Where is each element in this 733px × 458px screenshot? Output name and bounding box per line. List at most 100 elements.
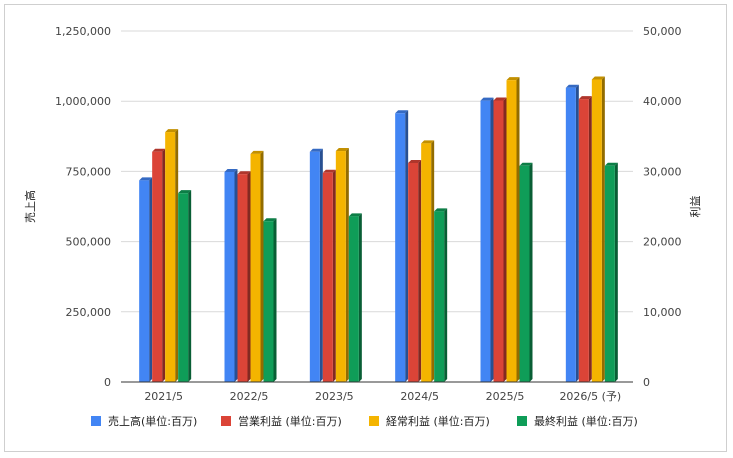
legend-swatch (369, 416, 379, 426)
bar (519, 162, 533, 382)
bar-top (421, 140, 435, 144)
bar-side (273, 218, 277, 382)
bar-side (188, 190, 192, 382)
bar-top (152, 148, 166, 152)
bar-front (263, 221, 274, 382)
bar (348, 213, 362, 382)
bar-side (601, 76, 605, 383)
bar (591, 76, 605, 383)
left-axis-title: 売上高 (23, 190, 37, 223)
bar-front (309, 151, 320, 382)
bar-side (444, 208, 448, 382)
bar-front (348, 216, 359, 382)
bar (250, 150, 264, 382)
bar-top (139, 177, 153, 181)
bar-side (234, 168, 238, 382)
x-tick-label: 2021/5 (144, 390, 183, 403)
bar-top (263, 218, 277, 222)
left-axis-ticks: 0 250,000 500,000 750,000 1,000,000 1,250,000 (55, 25, 111, 389)
legend-label: 営業利益 (単位:百万) (238, 414, 342, 428)
right-tick-label: 40,000 (643, 95, 682, 108)
bar-front (408, 162, 419, 382)
bar-top (604, 162, 618, 166)
bar-side (405, 110, 409, 382)
bar (434, 208, 448, 382)
x-tick-label: 2022/5 (230, 390, 269, 403)
bar-front (480, 100, 491, 382)
left-tick-label: 1,000,000 (55, 95, 111, 108)
gridlines (121, 30, 633, 313)
bar-side (260, 150, 264, 382)
bar (604, 162, 618, 382)
bar (565, 84, 579, 382)
x-tick-label: 2024/5 (400, 390, 439, 403)
left-tick-label: 250,000 (66, 306, 112, 319)
bar (178, 190, 192, 382)
bar-front (421, 143, 432, 382)
legend-item[interactable]: 経常利益 (単位:百万) (369, 414, 490, 428)
bar-front (565, 87, 576, 382)
x-axis-labels: 2021/5 2022/5 2023/5 2024/5 2025/5 2026/5 (予) (144, 390, 621, 403)
legend[interactable]: 売上高(単位:百万) 営業利益 (単位:百万) 経常利益 (単位:百万) 最終利益 (… (91, 414, 638, 428)
x-tick-label: 2023/5 (315, 390, 354, 403)
bar-side (418, 159, 422, 382)
bar-front (152, 151, 163, 382)
bar-top (565, 84, 579, 88)
bar-side (162, 148, 166, 382)
bar-top (493, 97, 507, 101)
bar-front (578, 99, 589, 383)
bar (421, 140, 435, 382)
right-tick-label: 50,000 (643, 25, 682, 38)
right-tick-label: 30,000 (643, 165, 682, 178)
legend-label: 最終利益 (単位:百万) (534, 414, 638, 428)
legend-item[interactable]: 売上高(単位:百万) (91, 414, 197, 428)
bar-top (322, 169, 336, 173)
bar-top (335, 148, 349, 152)
legend-label: 売上高(単位:百万) (108, 414, 197, 428)
bar-front (335, 151, 346, 382)
bar (139, 177, 153, 382)
bar-front (395, 113, 406, 382)
bar-side (175, 129, 179, 382)
bar-top (165, 129, 179, 133)
bar-side (503, 97, 507, 383)
bar-top (395, 110, 409, 114)
bar-front (250, 153, 261, 382)
bar-front (591, 79, 602, 383)
bar-top (591, 76, 605, 80)
bar-top (578, 96, 592, 100)
bar (408, 159, 422, 382)
bar-top (178, 190, 192, 194)
right-axis-ticks: 0 10,000 20,000 30,000 40,000 50,000 (643, 25, 682, 389)
bar-top (408, 159, 422, 163)
bar (309, 148, 323, 382)
bar-side (490, 97, 494, 382)
bar (263, 218, 277, 382)
bar (237, 171, 251, 382)
bar-side (588, 96, 592, 383)
bar (578, 96, 592, 383)
bar (395, 110, 409, 382)
right-tick-label: 0 (643, 376, 650, 389)
bar (493, 97, 507, 383)
chart-container: 0 250,000 500,000 750,000 1,000,000 1,250,000… (4, 4, 727, 452)
legend-item[interactable]: 営業利益 (単位:百万) (221, 414, 342, 428)
bar (152, 148, 166, 382)
bar (506, 77, 520, 382)
bar-side (319, 148, 323, 382)
bar-front (506, 80, 517, 382)
bar-side (614, 162, 618, 382)
bar-front (165, 132, 176, 382)
left-tick-label: 750,000 (66, 165, 112, 178)
bar-front (224, 171, 235, 382)
bar-front (434, 211, 445, 382)
bars (139, 76, 618, 383)
x-tick-label: 2025/5 (486, 390, 525, 403)
bar-side (247, 171, 251, 382)
combo-bar-chart: 0 250,000 500,000 750,000 1,000,000 1,250,000… (23, 25, 702, 428)
legend-item[interactable]: 最終利益 (単位:百万) (517, 414, 638, 428)
bar-side (149, 177, 153, 382)
bar-front (493, 100, 504, 383)
bar (224, 168, 238, 382)
bar-front (178, 193, 189, 382)
